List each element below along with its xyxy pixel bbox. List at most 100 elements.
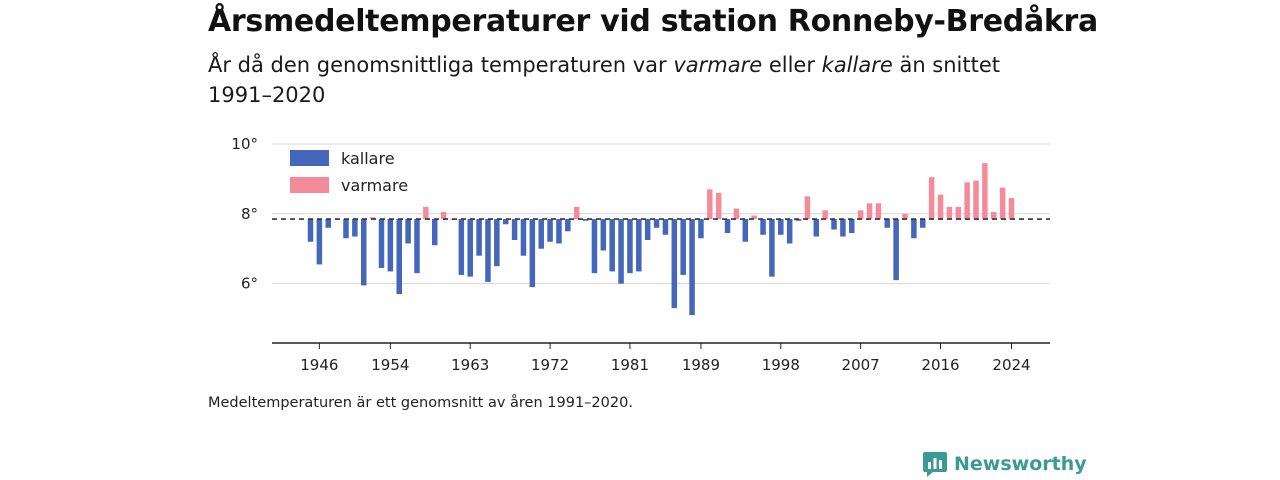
bar-1953	[378, 219, 385, 268]
bar-1956	[405, 219, 411, 244]
bar-2001	[804, 196, 811, 220]
bar-2022	[991, 212, 997, 220]
bar-1971	[538, 219, 544, 249]
bar-1946	[316, 219, 323, 265]
bar-2018	[955, 206, 962, 220]
bar-1983	[644, 219, 651, 240]
bar-1945	[307, 219, 314, 242]
bar-2004	[831, 219, 837, 230]
axes: 1946 1954 1963 1972 1981 1989 1998 2007 2016 2024	[272, 218, 1050, 374]
bar-2020	[973, 180, 979, 220]
legend-swatch-varmare	[290, 177, 329, 193]
bar-1959	[431, 219, 438, 246]
bar-2024	[1008, 198, 1015, 220]
bar-1977	[591, 219, 598, 274]
bar-2021	[982, 163, 988, 220]
bar-2007	[857, 210, 864, 220]
bar-2023	[999, 187, 1006, 220]
x-tick-label: 1963	[451, 356, 489, 374]
newsworthy-chart-icon	[923, 452, 947, 477]
y-tick-label: 10°	[231, 135, 258, 153]
bar-2006	[849, 219, 855, 234]
bar-2005	[840, 219, 846, 237]
bar-1958	[423, 206, 429, 220]
bar-1964	[476, 219, 482, 256]
bar-1960	[440, 212, 447, 220]
x-tick-label: 2016	[921, 356, 959, 374]
x-tick-label: 2024	[992, 356, 1030, 374]
chart-caption: Medeltemperaturen är ett genomsnitt av å…	[208, 395, 633, 411]
bar-1952	[369, 217, 376, 220]
bar-2012	[902, 213, 908, 220]
bar-2009	[875, 203, 882, 220]
bar-1999	[786, 219, 793, 244]
bar-1993	[733, 208, 740, 220]
legend-label-kallare: kallare	[341, 149, 395, 168]
legend-label-varmare: varmare	[341, 176, 408, 195]
brand-name: Newsworthy	[954, 453, 1087, 475]
bar-1979	[609, 219, 615, 272]
bar-1957	[414, 219, 420, 274]
legend: kallare varmare	[290, 149, 408, 195]
bar-1996	[760, 219, 766, 235]
y-tick-label: 8°	[241, 205, 258, 223]
bar-1966	[494, 219, 500, 267]
bar-1973	[556, 219, 562, 244]
bar-2008	[866, 203, 873, 220]
chart-title: Årsmedeltemperaturer vid station Ronneby…	[208, 4, 1098, 39]
gridlines: 6° 8° 10°	[231, 135, 1050, 293]
subtitle-cold-word: kallare	[821, 53, 893, 77]
bar-1978	[600, 219, 607, 251]
bar-1981	[627, 219, 633, 274]
bar-1997	[769, 219, 775, 277]
bar-1954	[387, 219, 394, 272]
bar-1980	[618, 219, 624, 284]
x-tick-label: 1972	[531, 356, 569, 374]
x-tick-label: 1946	[300, 356, 338, 374]
bar-1985	[662, 219, 669, 235]
bar-1951	[360, 219, 367, 286]
bar-1955	[396, 219, 402, 295]
bar-2017	[946, 206, 953, 220]
subtitle-warm-word: varmare	[673, 53, 763, 77]
brand-logo: Newsworthy	[922, 450, 1087, 478]
bar-2002	[813, 219, 820, 237]
bar-1974	[565, 219, 571, 232]
bar-1972	[547, 219, 553, 242]
bar-2015	[928, 177, 935, 220]
bar-1986	[671, 219, 678, 309]
temperature-bar-chart: 6° 8° 10° 1946 1954 1963 1972 1981 1989 1998 2007…	[231, 135, 1050, 374]
bar-1998	[778, 219, 784, 235]
x-tick-label: 2007	[842, 356, 880, 374]
bars	[307, 163, 1015, 316]
subtitle-part-2: eller	[762, 53, 822, 77]
bar-1976	[582, 219, 589, 221]
bar-1995	[751, 215, 757, 220]
bar-1968	[511, 219, 518, 240]
subtitle-part-1: År då den genomsnittliga temperaturen va…	[208, 53, 674, 77]
bar-1967	[502, 219, 509, 225]
legend-swatch-kallare	[290, 150, 329, 166]
bar-2019	[964, 182, 970, 220]
bar-1963	[467, 219, 473, 277]
x-tick-label: 1989	[682, 356, 720, 374]
bar-1982	[636, 219, 642, 272]
bar-1991	[715, 192, 722, 220]
bar-1994	[742, 219, 749, 242]
bar-1962	[458, 219, 465, 275]
subtitle-part-3: än snittet 1991–2020	[208, 53, 1001, 107]
bar-2000	[795, 219, 802, 221]
bar-1969	[520, 219, 527, 256]
chart-subtitle: År då den genomsnittliga temperaturen va…	[208, 50, 1028, 110]
bar-1988	[689, 219, 695, 316]
bar-1949	[343, 219, 349, 239]
bar-1989	[698, 219, 704, 239]
y-tick-label: 6°	[241, 275, 258, 293]
bar-1965	[485, 219, 491, 282]
bar-2010	[884, 219, 891, 228]
bar-1975	[573, 206, 580, 220]
bar-2003	[822, 210, 828, 220]
bar-1970	[529, 219, 536, 288]
bar-2011	[893, 219, 899, 281]
x-tick-label: 1998	[762, 356, 800, 374]
